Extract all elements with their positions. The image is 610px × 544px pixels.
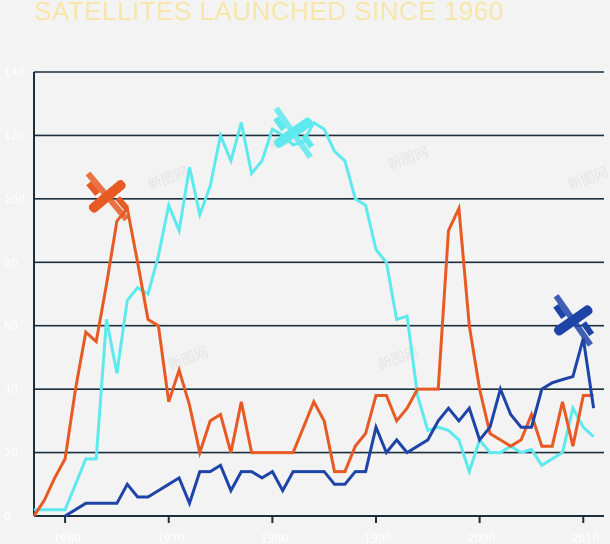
satellite-mast: [85, 171, 129, 222]
x-tick-labels: 1960 1970 1980 1990 2000 2010: [53, 532, 599, 544]
x-tick-label: 2000: [468, 532, 496, 544]
series-lines: [32, 120, 596, 518]
y-tick-label: 60: [4, 320, 18, 333]
y-tick-label: 20: [4, 447, 18, 460]
chart-title: SATELLITES LAUNCHED SINCE 1960: [34, 0, 504, 26]
y-tick-label: 120: [4, 129, 25, 142]
satellite-mast: [273, 106, 313, 160]
satellite-icon: [273, 106, 315, 160]
y-tick-label: 140: [4, 66, 25, 79]
satellite-icon: [85, 171, 130, 222]
satellite-panel: [301, 133, 315, 149]
satellite-panel: [86, 181, 100, 197]
series-line-3: [64, 338, 596, 518]
satellite-panel: [581, 321, 595, 337]
satellite-icons: [85, 106, 595, 347]
satellite-mast: [553, 294, 593, 347]
x-tick-label: 1990: [364, 532, 392, 544]
watermark-text: 新图网: [146, 164, 191, 193]
satellite-panel: [115, 196, 130, 211]
series-line-2: [32, 202, 594, 517]
y-tick-label: 0: [4, 510, 11, 523]
y-tick-labels: 0 20 40 60 80 100 120 140: [4, 66, 25, 523]
x-tick-label: 2010: [571, 532, 599, 544]
satellite-panel: [553, 304, 567, 320]
series-line-1: [34, 120, 595, 512]
axes: [33, 72, 604, 523]
y-tick-label: 40: [4, 383, 18, 396]
y-tick-label: 100: [4, 193, 25, 206]
watermark-text: 新图网: [386, 144, 431, 173]
y-tick-label: 80: [4, 256, 18, 269]
watermark-text: 新图网: [166, 344, 211, 373]
x-tick-label: 1970: [157, 532, 185, 544]
satellite-panel: [273, 116, 287, 132]
x-tick-label: 1980: [260, 532, 288, 544]
x-tick-label: 1960: [53, 532, 81, 544]
satellite-icon: [553, 294, 595, 347]
watermark-text: 新图网: [566, 164, 610, 193]
